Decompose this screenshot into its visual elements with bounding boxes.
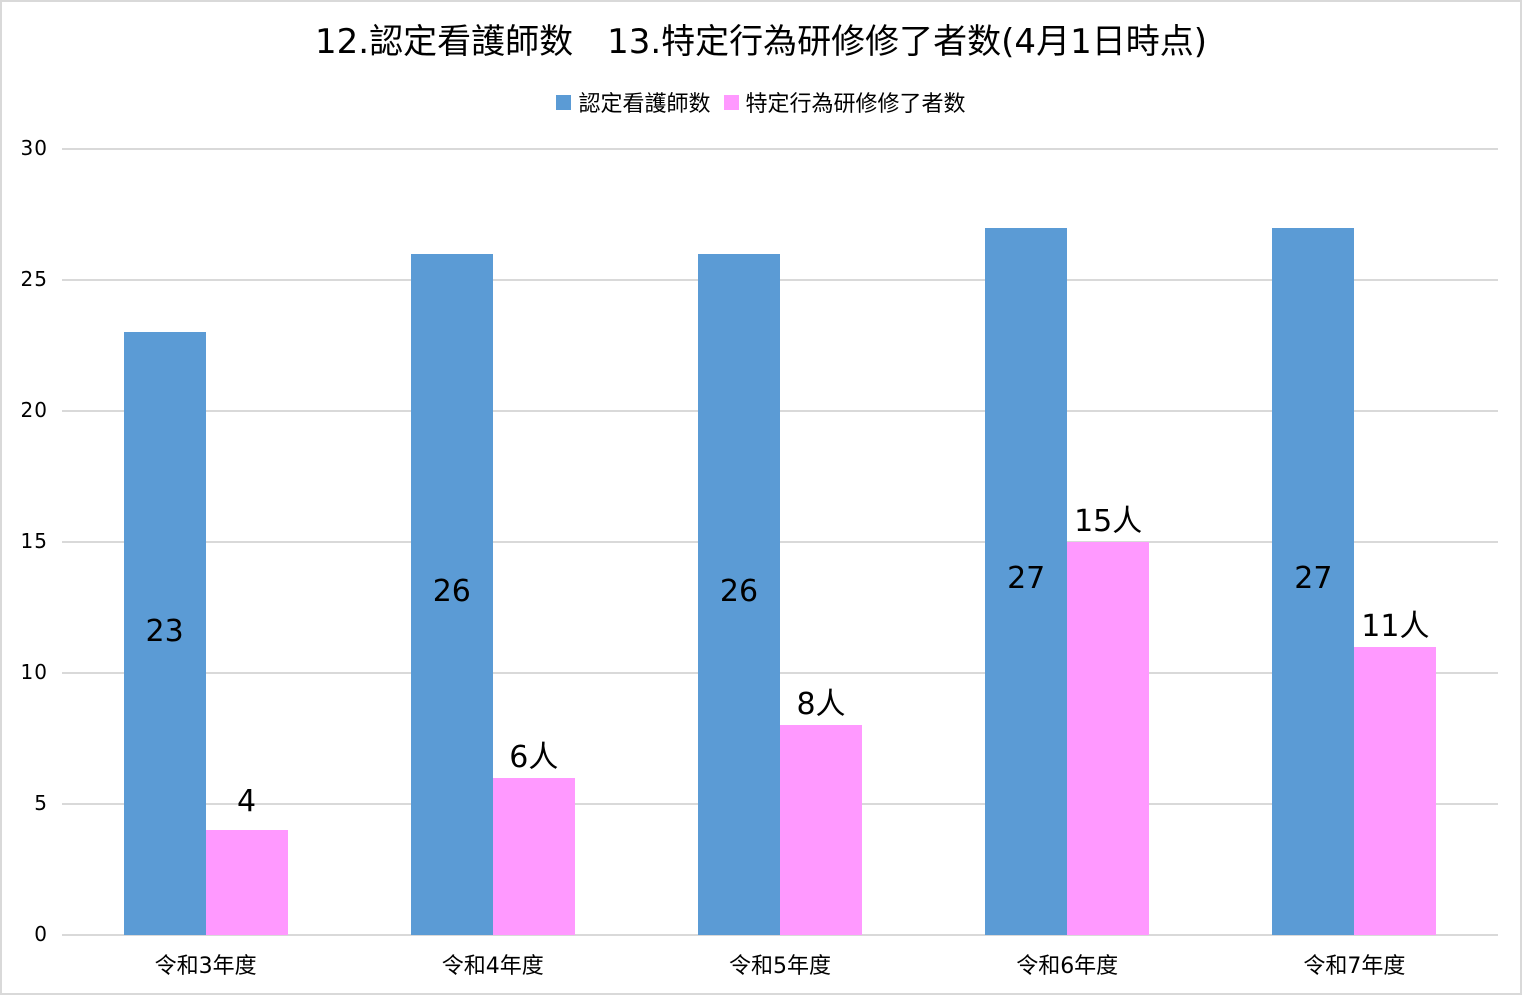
gridline <box>62 410 1498 412</box>
data-label: 11人 <box>1361 608 1430 644</box>
gridline <box>62 541 1498 543</box>
x-tick-label: 令和3年度 <box>154 954 257 979</box>
data-label: 27 <box>1007 561 1046 597</box>
gridline <box>62 934 1498 936</box>
x-tick-label: 令和4年度 <box>441 954 544 979</box>
bar-certified-nurses[interactable] <box>985 227 1068 935</box>
bar-specified-act-training[interactable] <box>780 725 862 935</box>
data-label: 15人 <box>1074 504 1143 539</box>
plot-area: 23 4 26 6人 26 8人 27 15人 27 11人 <box>62 148 1498 936</box>
legend-item-certified-nurses[interactable]: 認定看護師数 <box>556 86 711 118</box>
data-label: 27 <box>1294 561 1333 597</box>
gridline <box>62 672 1498 674</box>
data-label: 26 <box>432 574 471 610</box>
legend-swatch-blue-icon <box>556 94 572 110</box>
y-tick-label: 30 <box>20 136 48 160</box>
legend-swatch-pink-icon <box>723 94 739 110</box>
y-tick-label: 20 <box>20 398 48 422</box>
bar-specified-act-training[interactable] <box>492 777 575 935</box>
bar-certified-nurses[interactable] <box>1272 227 1355 935</box>
chart-legend: 認定看護師数 特定行為研修修了者数 <box>0 86 1522 118</box>
legend-label: 特定行為研修修了者数 <box>745 92 966 117</box>
y-tick-label: 10 <box>20 660 48 684</box>
legend-label: 認定看護師数 <box>578 92 711 117</box>
gridline <box>62 279 1498 281</box>
gridline <box>62 148 1498 150</box>
bar-specified-act-training[interactable] <box>1354 646 1437 935</box>
x-tick-label: 令和5年度 <box>729 954 831 979</box>
data-label: 6人 <box>509 739 559 775</box>
x-tick-label: 令和6年度 <box>1016 954 1119 979</box>
y-tick-label: 5 <box>34 791 48 815</box>
bar-specified-act-training[interactable] <box>1067 542 1150 935</box>
y-tick-label: 15 <box>20 529 48 553</box>
data-label: 26 <box>719 574 759 610</box>
bar-certified-nurses[interactable] <box>410 253 493 935</box>
x-tick-label: 令和7年度 <box>1303 954 1406 979</box>
legend-item-specified-act-training[interactable]: 特定行為研修修了者数 <box>723 86 966 118</box>
data-label: 23 <box>145 613 184 649</box>
data-label: 8人 <box>796 687 846 723</box>
data-label: 4 <box>237 784 257 820</box>
y-tick-label: 25 <box>20 267 48 291</box>
y-tick-label: 0 <box>34 922 48 946</box>
bar-certified-nurses[interactable] <box>698 253 780 935</box>
chart-title: 12.認定看護師数 13.特定行為研修修了者数(4月1日時点) <box>315 22 1207 62</box>
bar-certified-nurses[interactable] <box>123 332 206 935</box>
bar-specified-act-training[interactable] <box>205 830 288 935</box>
